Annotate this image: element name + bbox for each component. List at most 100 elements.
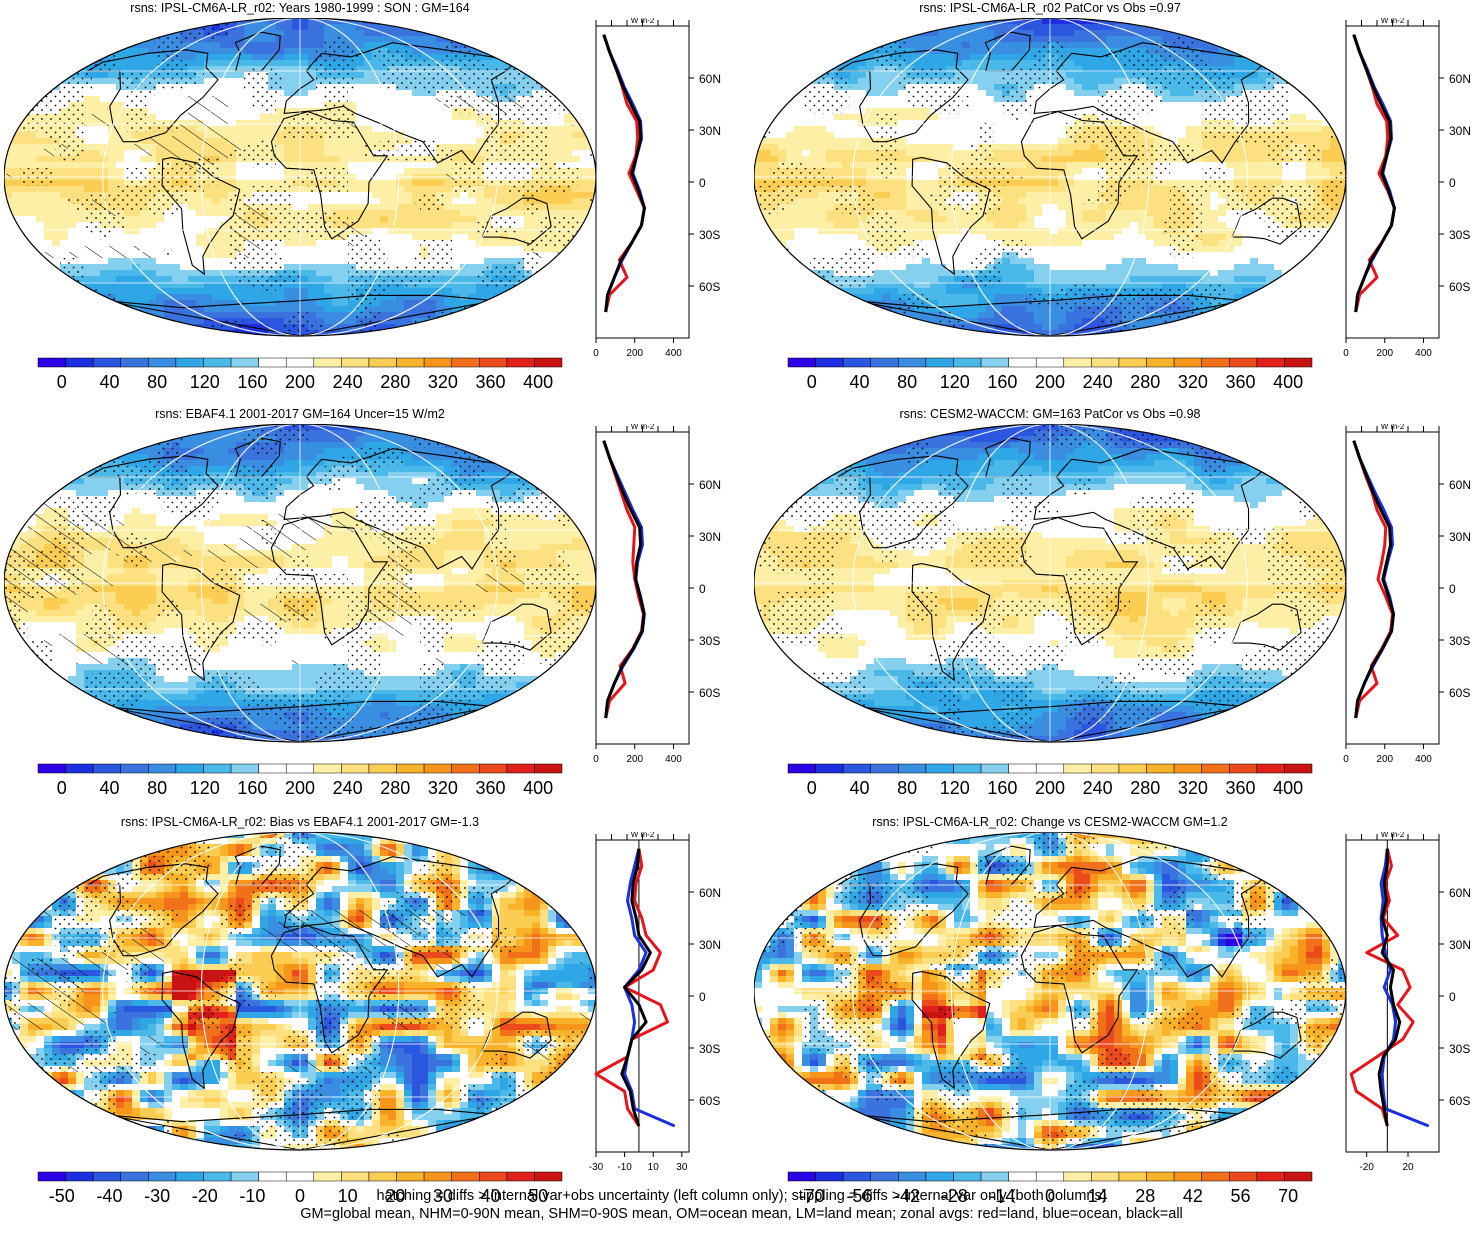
colorbar-swatch: [1091, 1172, 1119, 1181]
colorbar-swatch: [479, 358, 507, 367]
colorbar-tick-label: 120: [940, 372, 970, 392]
colorbar-swatch: [816, 764, 844, 773]
zonal-lat-tick: 30S: [1449, 228, 1470, 242]
zonal-lat-tick: 30N: [1449, 938, 1471, 952]
colorbar-swatch: [898, 1172, 926, 1181]
colorbar-swatch: [259, 358, 287, 367]
zonal-x-tick: 400: [665, 348, 682, 359]
zonal-units: W m-2: [1381, 832, 1405, 839]
colorbar-swatch: [898, 358, 926, 367]
zonal-lat-tick: 60N: [699, 478, 721, 492]
colorbar-swatch: [1229, 764, 1257, 773]
colorbar-swatch: [1257, 1172, 1285, 1181]
colorbar-swatch: [1147, 1172, 1175, 1181]
zonal-lat-tick: 0: [699, 990, 706, 1004]
colorbar-tick-label: 80: [897, 372, 917, 392]
colorbar-swatch: [314, 764, 342, 773]
colorbar-swatch: [1091, 358, 1119, 367]
zonal-units: W m-2: [1381, 424, 1405, 431]
colorbar-swatch: [1147, 764, 1175, 773]
colorbar-swatch: [369, 764, 397, 773]
colorbar-swatch: [788, 1172, 816, 1181]
colorbar-tick-label: 240: [1083, 778, 1113, 798]
zonal-lat-tick: 30N: [699, 938, 721, 952]
zonal-lat-tick: 60S: [1449, 686, 1470, 700]
colorbar-swatch: [1064, 764, 1092, 773]
colorbar-swatch: [452, 764, 480, 773]
colorbar-swatch: [1119, 1172, 1147, 1181]
colorbar-tick-label: 160: [987, 778, 1017, 798]
zonal-x-tick: 10: [648, 1162, 660, 1173]
zonal-lat-tick: 30N: [699, 530, 721, 544]
colorbar-swatch: [1009, 764, 1037, 773]
colorbar-tick-label: 40: [99, 372, 119, 392]
colorbar-swatch: [1284, 358, 1312, 367]
zonal-x-tick: 0: [593, 348, 599, 359]
zonal-x-tick: 400: [1415, 348, 1432, 359]
map-field: [4, 424, 597, 743]
colorbar-swatch: [843, 1172, 871, 1181]
colorbar-tick-label: 160: [237, 372, 267, 392]
zonal-lat-tick: 0: [1449, 582, 1456, 596]
zonal-lat-tick: 0: [1449, 990, 1456, 1004]
colorbar-tick-label: 80: [147, 372, 167, 392]
zonal-x-tick: -20: [1359, 1162, 1374, 1173]
colorbar-swatch: [286, 764, 314, 773]
zonal-lat-tick: 60S: [699, 1094, 720, 1108]
colorbar-tick-label: 280: [380, 778, 410, 798]
colorbar-swatch: [1229, 358, 1257, 367]
colorbar-swatch: [788, 358, 816, 367]
colorbar-tick-label: 200: [1035, 778, 1065, 798]
colorbar-tick-label: 80: [147, 778, 167, 798]
colorbar-tick-label: 0: [57, 778, 67, 798]
zonal-lat-tick: 30N: [699, 124, 721, 138]
colorbar-swatch: [38, 764, 66, 773]
zonal-units: W m-2: [1381, 18, 1405, 25]
colorbar-swatch: [843, 358, 871, 367]
zonal-x-tick: 400: [665, 754, 682, 765]
colorbar-swatch: [341, 358, 369, 367]
zonal-lat-tick: 30S: [699, 634, 720, 648]
colorbar-swatch: [953, 358, 981, 367]
colorbar-tick-label: 200: [285, 778, 315, 798]
panel-title: rsns: CESM2-WACCM: GM=163 PatCor vs Obs …: [754, 407, 1346, 421]
zonal-x-tick: -10: [617, 1162, 632, 1173]
colorbar-tick-label: 280: [1130, 778, 1160, 798]
colorbar-swatch: [231, 358, 259, 367]
colorbar-tick-label: 240: [333, 372, 363, 392]
colorbar-swatch: [953, 1172, 981, 1181]
colorbar-tick-label: 40: [849, 778, 869, 798]
colorbar-swatch: [66, 1172, 94, 1181]
colorbar-swatch: [148, 764, 176, 773]
colorbar-swatch: [314, 1172, 342, 1181]
colorbar-swatch: [121, 1172, 149, 1181]
colorbar-swatch: [1257, 358, 1285, 367]
colorbar-swatch: [286, 1172, 314, 1181]
colorbar-swatch: [93, 358, 121, 367]
colorbar-swatch: [507, 358, 535, 367]
zonal-x-tick: 0: [1343, 348, 1349, 359]
colorbar-swatch: [981, 358, 1009, 367]
colorbar-tick-label: 160: [987, 372, 1017, 392]
colorbar-swatch: [452, 1172, 480, 1181]
colorbar-swatch: [871, 358, 899, 367]
colorbar-swatch: [1036, 358, 1064, 367]
colorbar-tick-label: 400: [1273, 372, 1303, 392]
colorbar-tick-label: 0: [807, 372, 817, 392]
colorbar-tick-label: 240: [333, 778, 363, 798]
colorbar-tick-label: 360: [1226, 372, 1256, 392]
colorbar-swatch: [93, 1172, 121, 1181]
colorbar-swatch: [816, 1172, 844, 1181]
colorbar-tick-label: 320: [428, 778, 458, 798]
colorbar-swatch: [424, 764, 452, 773]
colorbar-swatch: [93, 764, 121, 773]
zonal-lat-tick: 60S: [699, 686, 720, 700]
map-field: [754, 424, 1347, 743]
colorbar-swatch: [369, 1172, 397, 1181]
colorbar-swatch: [259, 1172, 287, 1181]
colorbar-swatch: [926, 1172, 954, 1181]
